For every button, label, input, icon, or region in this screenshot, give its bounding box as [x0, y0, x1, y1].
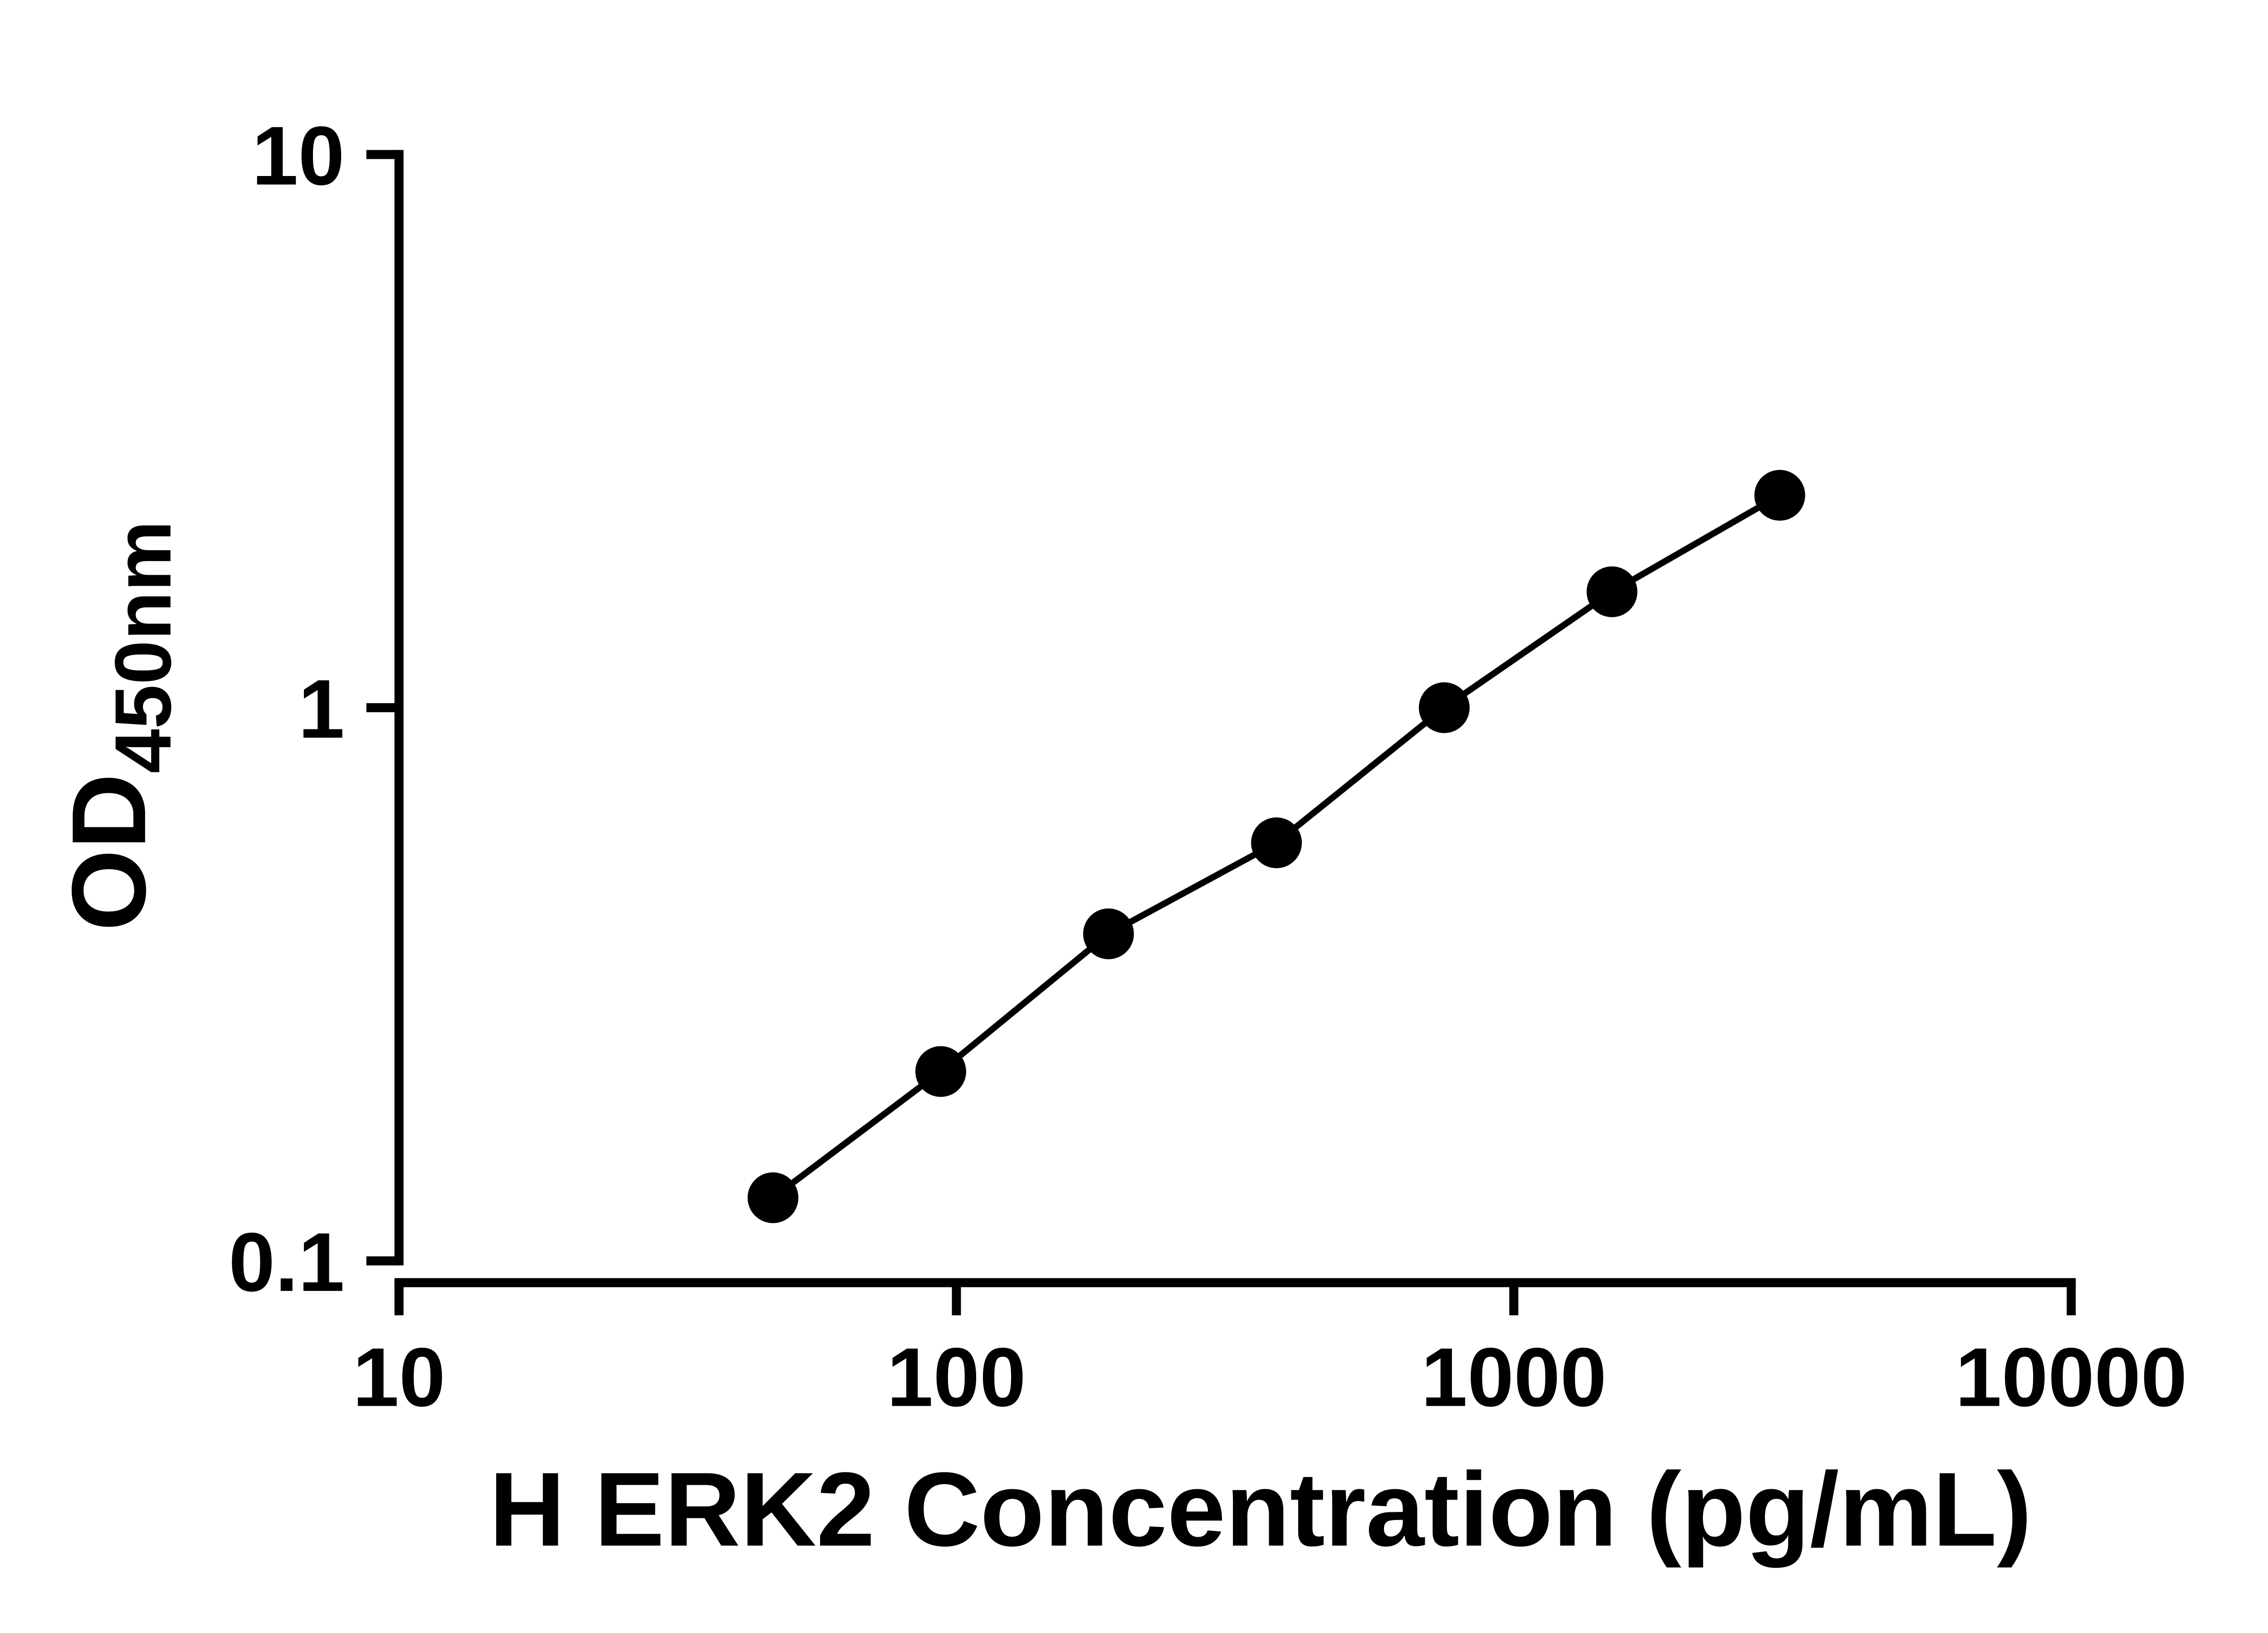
data-point [1083, 908, 1134, 959]
data-point [1251, 817, 1302, 868]
y-tick-label: 0.1 [229, 1216, 345, 1309]
x-tick-label: 1000 [1421, 1330, 1607, 1423]
x-axis-title: H ERK2 Concentration (pg/mL) [489, 1451, 2032, 1568]
x-tick-label: 10 [352, 1330, 445, 1423]
y-axis-title: OD450nm [50, 520, 188, 931]
data-point [748, 1172, 799, 1223]
data-point [1754, 469, 1805, 521]
data-point [1586, 566, 1637, 617]
x-tick-label: 10000 [1955, 1330, 2187, 1423]
data-point [1418, 682, 1470, 733]
y-tick-label: 10 [252, 109, 345, 202]
y-tick-label: 1 [298, 662, 344, 755]
x-tick-label: 100 [887, 1330, 1026, 1423]
data-point [915, 1046, 966, 1097]
